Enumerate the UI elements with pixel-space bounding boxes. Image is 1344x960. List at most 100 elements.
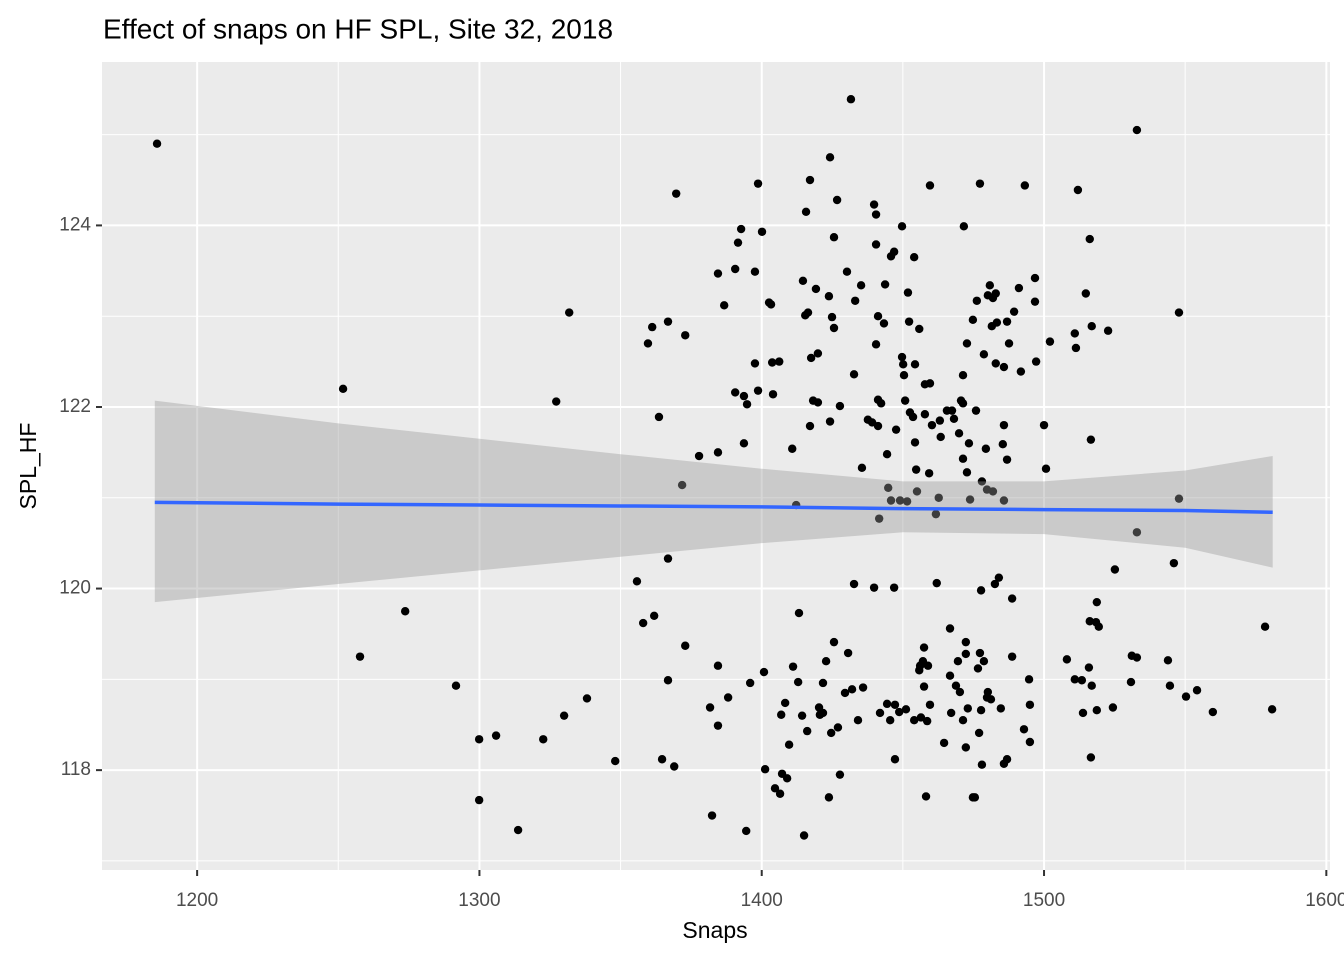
point	[963, 704, 973, 713]
point	[811, 284, 821, 294]
point	[827, 312, 837, 322]
x-tick-label: 1500	[1023, 890, 1065, 911]
point	[1077, 676, 1087, 685]
point	[768, 390, 778, 399]
point	[1078, 708, 1088, 718]
point	[968, 315, 978, 325]
point	[719, 301, 729, 310]
point	[1016, 367, 1026, 376]
point	[1094, 622, 1103, 631]
point	[1025, 737, 1035, 747]
point	[1087, 321, 1096, 331]
point	[805, 421, 815, 431]
point	[766, 300, 776, 309]
point	[730, 264, 740, 274]
point	[813, 349, 823, 358]
point	[911, 465, 921, 474]
point	[745, 678, 755, 688]
point	[909, 716, 919, 725]
point	[857, 463, 867, 473]
point	[750, 359, 760, 368]
point	[909, 252, 919, 262]
point	[705, 703, 715, 712]
point	[777, 710, 786, 719]
point	[770, 784, 780, 793]
y-tick-label: 122	[59, 396, 91, 417]
point	[991, 289, 1000, 298]
point	[873, 421, 883, 431]
point	[723, 693, 733, 702]
point	[1085, 617, 1094, 626]
point	[958, 454, 968, 463]
point	[803, 308, 813, 317]
point	[1070, 329, 1080, 338]
point	[977, 477, 987, 486]
point	[451, 681, 461, 690]
point	[961, 743, 971, 752]
point	[979, 350, 989, 359]
point	[890, 755, 900, 764]
point	[1174, 494, 1184, 503]
point	[954, 429, 964, 438]
point	[694, 451, 704, 461]
point	[565, 308, 574, 317]
point	[910, 438, 920, 447]
point	[663, 554, 673, 563]
point	[539, 735, 548, 744]
point	[1030, 273, 1040, 283]
point	[1002, 317, 1012, 326]
point	[760, 765, 770, 774]
point	[994, 573, 1004, 582]
point	[958, 716, 968, 725]
point	[910, 360, 920, 369]
point	[947, 406, 957, 415]
x-tick-label: 1300	[458, 890, 500, 911]
point	[919, 682, 929, 691]
point	[1030, 297, 1040, 306]
point	[797, 711, 807, 720]
point	[901, 705, 911, 714]
point	[903, 288, 913, 297]
point	[1009, 307, 1019, 316]
point	[871, 240, 881, 249]
point	[648, 322, 657, 332]
point	[559, 711, 569, 720]
point	[879, 319, 889, 328]
point	[964, 439, 974, 448]
point	[825, 417, 835, 426]
point	[922, 716, 932, 726]
point	[890, 700, 900, 709]
point	[1004, 339, 1014, 348]
point	[1081, 289, 1091, 298]
point	[902, 497, 912, 506]
point	[976, 586, 986, 595]
point	[895, 707, 904, 717]
point	[775, 357, 784, 366]
point	[1192, 686, 1202, 695]
point	[1007, 594, 1017, 603]
point	[884, 483, 893, 492]
point	[829, 637, 839, 647]
point	[801, 207, 811, 216]
point	[853, 716, 863, 725]
point	[1132, 653, 1142, 662]
point	[835, 770, 845, 779]
point	[739, 391, 749, 401]
point	[849, 370, 859, 379]
point	[1181, 692, 1191, 701]
point	[1126, 677, 1136, 687]
point	[677, 480, 687, 490]
point	[875, 708, 885, 718]
confidence-band	[154, 400, 1273, 603]
point	[824, 793, 834, 802]
point	[818, 708, 828, 718]
fit-line	[154, 500, 1273, 515]
point	[885, 716, 895, 725]
point	[681, 331, 690, 340]
point	[1132, 125, 1142, 135]
point	[784, 740, 794, 749]
point	[663, 317, 673, 326]
point	[1103, 326, 1113, 335]
point	[582, 694, 592, 703]
point	[788, 662, 798, 671]
